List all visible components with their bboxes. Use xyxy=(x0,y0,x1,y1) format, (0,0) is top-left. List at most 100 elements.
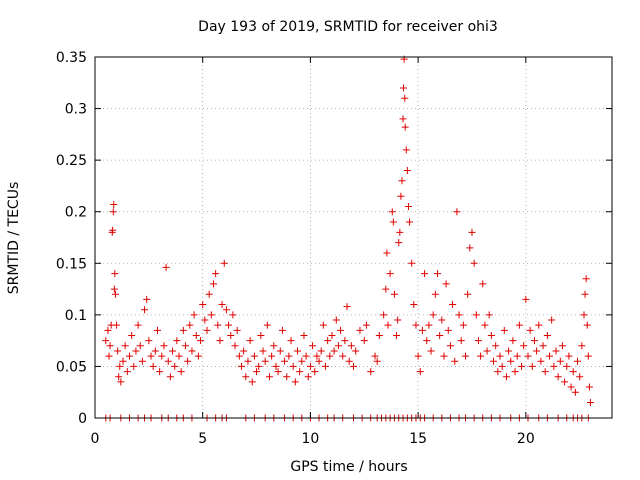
data-points xyxy=(102,55,594,422)
data-point xyxy=(511,368,519,376)
data-point xyxy=(227,331,235,339)
data-point xyxy=(287,337,295,345)
data-point xyxy=(343,303,351,311)
data-point xyxy=(485,311,493,319)
data-point xyxy=(242,373,250,381)
data-point xyxy=(347,342,355,350)
data-point xyxy=(209,280,217,288)
x-tick-label: 15 xyxy=(409,431,427,447)
data-point xyxy=(147,352,155,360)
data-point xyxy=(291,378,299,386)
data-point xyxy=(132,347,140,355)
data-point xyxy=(558,342,566,350)
data-point xyxy=(293,347,301,355)
data-point xyxy=(505,347,513,355)
data-point xyxy=(166,373,174,381)
data-point xyxy=(474,337,482,345)
data-point xyxy=(550,362,558,370)
data-point xyxy=(214,321,222,329)
data-point xyxy=(399,115,407,123)
y-tick-label: 0.15 xyxy=(56,256,87,272)
data-point xyxy=(298,357,306,365)
data-point xyxy=(255,362,263,370)
data-point xyxy=(300,331,308,339)
data-point xyxy=(539,342,547,350)
axes: 0 0.05 0.1 0.15 0.2 0.25 0.3 0.35 0 5 10 15 20 xyxy=(56,50,613,447)
data-point xyxy=(270,342,278,350)
data-point xyxy=(438,316,446,324)
data-point xyxy=(507,357,515,365)
data-point xyxy=(250,352,258,360)
data-point xyxy=(283,373,291,381)
data-point xyxy=(472,311,480,319)
data-point xyxy=(134,321,142,329)
data-point xyxy=(225,321,233,329)
data-point xyxy=(483,347,491,355)
data-point xyxy=(111,270,119,278)
data-point xyxy=(102,337,110,345)
data-point xyxy=(403,166,411,174)
data-point xyxy=(389,218,397,226)
data-point xyxy=(248,378,256,386)
data-point xyxy=(356,326,364,334)
data-point xyxy=(500,326,508,334)
data-point xyxy=(404,203,412,211)
data-point xyxy=(304,373,312,381)
data-point xyxy=(584,352,592,360)
data-point xyxy=(395,239,403,247)
data-point xyxy=(199,301,207,309)
data-point xyxy=(153,326,161,334)
chart-title: Day 193 of 2019, SRMTID for receiver ohi… xyxy=(198,19,498,35)
data-point xyxy=(261,357,269,365)
data-point xyxy=(464,290,472,298)
data-point xyxy=(429,311,437,319)
data-point xyxy=(350,362,357,370)
x-tick-label: 20 xyxy=(517,431,535,447)
data-point xyxy=(263,321,271,329)
data-point xyxy=(253,368,261,376)
y-tick-label: 0.1 xyxy=(65,308,87,324)
data-point xyxy=(360,337,368,345)
data-point xyxy=(528,362,536,370)
data-point xyxy=(123,368,131,376)
data-point xyxy=(181,342,189,350)
data-point xyxy=(513,352,521,360)
data-point xyxy=(151,347,159,355)
data-point xyxy=(459,321,467,329)
data-point xyxy=(104,326,112,334)
data-point xyxy=(186,321,194,329)
data-point xyxy=(246,337,254,345)
data-point xyxy=(114,347,122,355)
data-point xyxy=(324,337,332,345)
data-point xyxy=(565,352,573,360)
data-point xyxy=(330,347,338,355)
data-point xyxy=(175,352,183,360)
data-point xyxy=(306,362,314,370)
y-tick-label: 0.25 xyxy=(56,153,87,169)
data-point xyxy=(535,321,543,329)
data-point xyxy=(393,331,401,339)
data-point xyxy=(160,342,168,350)
data-point xyxy=(205,290,213,298)
data-point xyxy=(276,347,284,355)
data-point xyxy=(397,192,405,200)
data-point xyxy=(530,337,538,345)
data-point xyxy=(509,337,517,345)
data-point xyxy=(143,295,151,303)
data-point xyxy=(106,342,114,350)
data-point xyxy=(212,270,220,278)
data-point xyxy=(408,259,416,267)
data-point xyxy=(520,342,528,350)
data-point xyxy=(311,368,319,376)
data-point xyxy=(188,347,196,355)
data-point xyxy=(487,331,495,339)
data-point xyxy=(229,311,237,319)
data-point xyxy=(309,342,317,350)
data-point xyxy=(362,321,370,329)
x-axis-label: GPS time / hours xyxy=(290,459,407,475)
data-point xyxy=(416,368,424,376)
data-point xyxy=(451,357,459,365)
data-point xyxy=(110,200,118,208)
data-point xyxy=(390,290,398,298)
